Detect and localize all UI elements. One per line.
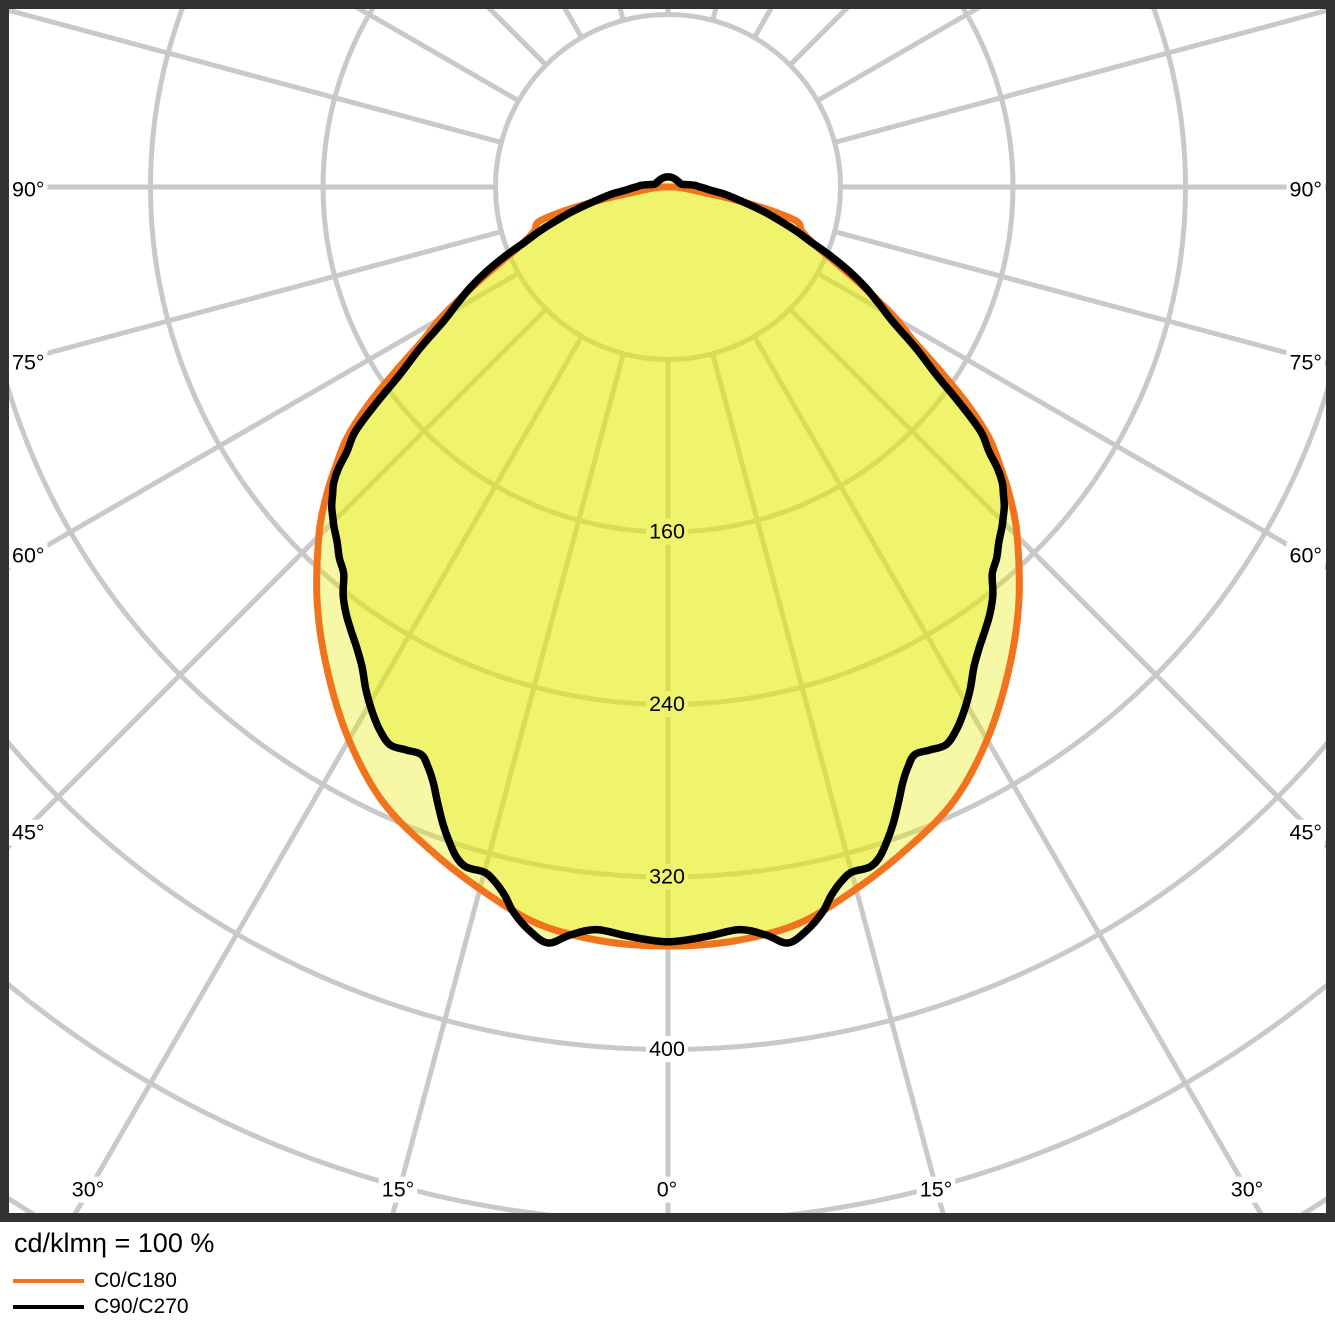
angle-label-right-60: 60° xyxy=(1289,544,1322,568)
angle-label-right-45: 45° xyxy=(1289,821,1322,845)
grid-spoke xyxy=(710,352,946,1213)
grid-spoke xyxy=(816,9,982,103)
angle-label-left-45: 45° xyxy=(12,821,45,845)
c0-c180-fill xyxy=(316,187,1020,946)
angle-label-bottom-15-bg xyxy=(916,1176,956,1203)
grid-spoke xyxy=(9,9,503,145)
ring-label-240-bg xyxy=(646,691,688,718)
legend-item-c0: C0/C180 xyxy=(13,1268,189,1294)
grid-spoke xyxy=(390,352,626,1213)
angle-label-left-90-bg xyxy=(9,176,48,203)
axis-labels: 160 240 320 400 90° 75° 60° 45° 90° 75° 60° 45° 30° 1… xyxy=(9,176,1325,1203)
angle-label-bottom-15: 15° xyxy=(382,1178,415,1202)
c90-c270-fill xyxy=(331,176,1005,944)
chart-title: cd/klmη = 100 % xyxy=(14,1228,215,1258)
angle-label-bottom-15: 15° xyxy=(920,1178,953,1202)
c0-line-swatch xyxy=(13,1279,84,1283)
c90-c270-curve xyxy=(327,173,1009,947)
angle-label-bottom-0: 0° xyxy=(657,1178,678,1202)
grid-spoke xyxy=(72,335,584,1213)
ring-label-320-bg xyxy=(646,863,688,890)
angle-label-right-90-bg xyxy=(1286,176,1325,203)
angle-label-left-60-bg xyxy=(9,542,48,569)
grid-spoke xyxy=(788,307,1326,849)
ring-label-240: 240 xyxy=(649,692,685,716)
angle-label-left-75-bg xyxy=(9,349,48,376)
ring-label-320: 320 xyxy=(649,865,685,889)
angle-label-bottom-30-bg xyxy=(68,1176,108,1203)
legend-item-c90: C90/C270 xyxy=(13,1294,189,1320)
angle-label-left-90: 90° xyxy=(12,178,45,202)
legend: C0/C180 C90/C270 xyxy=(13,1268,189,1320)
angle-label-right-90: 90° xyxy=(1289,178,1322,202)
angle-label-bottom-30-bg xyxy=(1227,1176,1267,1203)
angle-label-bottom-0-bg xyxy=(653,1176,681,1203)
angle-label-right-45-bg xyxy=(1286,819,1325,846)
ring-label-400-bg xyxy=(646,1036,688,1063)
chart-border xyxy=(0,0,1335,1222)
grid-spoke xyxy=(354,9,520,103)
grid-spoke xyxy=(816,271,1326,570)
ring-label-160: 160 xyxy=(649,520,685,544)
grid-spoke xyxy=(9,229,503,367)
angle-label-left-45-bg xyxy=(9,819,48,846)
grid-spoke xyxy=(833,229,1326,366)
grid-spoke xyxy=(9,271,520,571)
angle-label-bottom-30: 30° xyxy=(72,1178,105,1202)
angle-label-right-60-bg xyxy=(1286,542,1325,569)
angle-label-left-75: 75° xyxy=(12,351,45,375)
grid-spoke xyxy=(752,335,1264,1213)
grid-spoke xyxy=(9,307,548,850)
grid-spoke xyxy=(833,9,1326,145)
ring-label-400: 400 xyxy=(649,1037,685,1061)
angle-label-left-60: 60° xyxy=(12,544,45,568)
legend-label-c0: C0/C180 xyxy=(94,1269,177,1292)
angle-label-right-75-bg xyxy=(1286,349,1325,376)
angle-label-bottom-30: 30° xyxy=(1231,1178,1264,1202)
ring-label-160-bg xyxy=(646,518,688,545)
angle-label-bottom-15-bg xyxy=(378,1176,418,1203)
c90-line-swatch xyxy=(13,1305,84,1309)
legend-label-c90: C90/C270 xyxy=(94,1295,189,1318)
angle-label-right-75: 75° xyxy=(1289,351,1322,375)
